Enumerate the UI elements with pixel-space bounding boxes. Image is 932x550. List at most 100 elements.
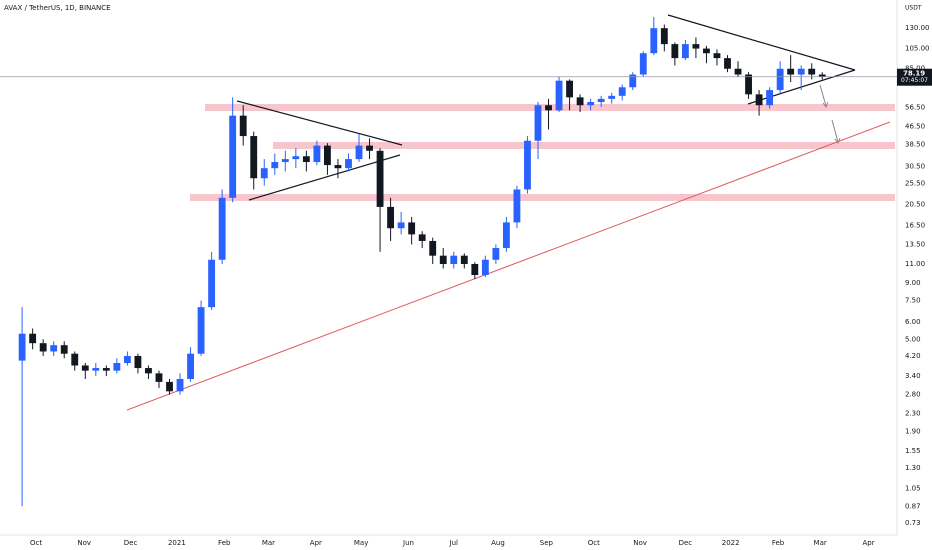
y-tick-label: 16.50 [905, 221, 925, 229]
candle-body [134, 355, 142, 369]
candle-body [650, 28, 658, 54]
x-tick-label: Oct [588, 539, 600, 547]
x-tick-label: 2021 [168, 539, 186, 547]
candle-body [313, 145, 321, 163]
candle-body [355, 145, 363, 160]
candle-body [524, 140, 531, 190]
candle-body [176, 378, 184, 392]
candle-body [787, 68, 795, 75]
x-tick-label: Jun [402, 539, 414, 547]
candle-body [39, 343, 47, 352]
trend-line [126, 121, 891, 411]
candle-body [397, 222, 405, 229]
candle-body [387, 206, 395, 229]
y-tick-label: 5.00 [905, 335, 921, 343]
x-tick-label: Feb [218, 539, 231, 547]
x-tick-label: Nov [77, 539, 91, 547]
x-tick-label: Nov [633, 539, 647, 547]
candle-body [324, 145, 331, 166]
candle-body [145, 368, 152, 374]
y-tick-label: 4.20 [905, 352, 921, 360]
triangle-line [248, 154, 401, 201]
y-tick-label: 11.00 [905, 260, 925, 268]
y-tick-label: 1.05 [905, 484, 921, 492]
candle-body [660, 28, 668, 45]
y-tick-label: 0.87 [905, 502, 921, 510]
candle-body [576, 97, 584, 106]
y-tick-label: 25.50 [905, 180, 925, 188]
candle-body [492, 248, 500, 260]
candle-body [218, 197, 226, 260]
candle-body [534, 105, 542, 141]
candle-body [555, 80, 563, 111]
candle-body [345, 159, 352, 169]
x-tick-label: Jul [449, 539, 459, 547]
candle-body [608, 95, 616, 99]
candle-body [302, 156, 310, 163]
x-tick-label: Dec [124, 539, 138, 547]
candle-body [250, 136, 258, 179]
y-tick-label: 20.50 [905, 201, 925, 209]
candle-body [29, 333, 37, 344]
triangle-line [236, 100, 403, 146]
candle-body [776, 68, 784, 91]
x-tick-label: Dec [679, 539, 693, 547]
candle-body [513, 189, 521, 223]
y-tick-label: 130.00 [905, 24, 930, 32]
candle-body [471, 263, 479, 276]
candle-body [681, 44, 689, 59]
candle-body [734, 68, 742, 75]
x-tick-label: Apr [310, 539, 322, 547]
y-tick-label: 46.50 [905, 122, 925, 130]
candle-body [566, 80, 573, 98]
candle-body [766, 90, 774, 106]
arrow [819, 84, 827, 107]
candle-body [703, 48, 710, 54]
x-tick-label: May [354, 539, 368, 547]
candle-body [60, 345, 68, 354]
candle-body [745, 74, 752, 95]
axes: 0.73 0.87 1.05 1.30 1.55 1.90 2.30 2.80 3.40 4.20… [30, 24, 932, 547]
candle-body [629, 74, 637, 88]
candle-body [587, 102, 595, 106]
candle-body [692, 44, 700, 49]
candle-body [502, 222, 510, 249]
y-tick-label: 38.50 [905, 140, 925, 148]
x-tick-label: Feb [772, 539, 785, 547]
candle-body [460, 255, 468, 264]
support-zone [190, 194, 895, 201]
countdown-label: 07:45:07 [901, 77, 928, 84]
y-tick-label: 9.00 [905, 279, 921, 287]
candle-body [102, 368, 110, 371]
x-tick-label: Apr [863, 539, 875, 547]
candles [0, 17, 897, 507]
candle-body [408, 222, 416, 235]
y-tick-label: 1.55 [905, 447, 921, 455]
candle-body [597, 98, 605, 103]
candle-body [808, 68, 816, 75]
triangle-line [667, 14, 856, 71]
candle-body [292, 156, 300, 160]
candle-body [281, 159, 289, 163]
y-tick-label: 13.50 [905, 240, 925, 248]
resistance-zone [273, 142, 895, 149]
candle-body [671, 44, 679, 59]
candle-body [18, 333, 26, 361]
y-tick-label: 2.30 [905, 409, 921, 417]
candle-body [366, 145, 373, 151]
candle-body [197, 307, 205, 354]
candle-body [260, 168, 268, 179]
arrow-head [834, 137, 841, 145]
y-tick-label: 56.50 [905, 104, 925, 112]
candle-body [376, 150, 384, 207]
candle-body [618, 87, 626, 96]
x-tick-label: Oct [30, 539, 42, 547]
x-tick-label: Sep [540, 539, 554, 547]
y-tick-label: 30.50 [905, 163, 925, 171]
chart-title: AVAX / TetherUS, 1D, BINANCE [4, 4, 111, 12]
candle-body [271, 162, 279, 169]
candle-body [481, 259, 489, 276]
candle-body [429, 240, 437, 256]
last-price-label: 78.19 [903, 70, 925, 78]
